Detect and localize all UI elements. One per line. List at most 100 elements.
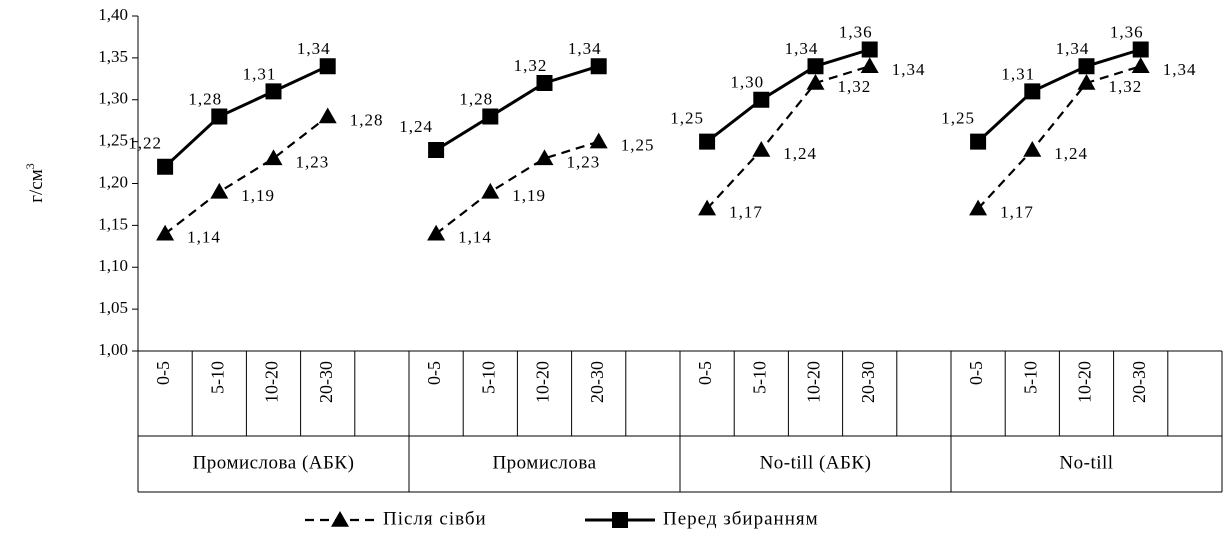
series-line-before-harvest: [977, 48, 1142, 143]
data-label: 1,36: [1110, 22, 1144, 41]
series-line-after-sowing: [164, 115, 329, 235]
square-marker: [970, 133, 987, 150]
group-label: No-till (АБК): [760, 452, 872, 473]
triangle-marker: [1131, 57, 1150, 73]
triangle-marker: [318, 107, 337, 124]
square-marker: [157, 158, 174, 175]
group-label: No-till: [1059, 452, 1113, 473]
y-tick-label: 1,15: [98, 214, 128, 233]
square-marker: [428, 142, 445, 158]
data-label: 1,32: [838, 77, 872, 96]
y-tick-label: 1,25: [98, 131, 128, 150]
data-label: 1,25: [941, 109, 975, 128]
triangle-marker: [264, 149, 283, 166]
depth-tick-label: 10-20: [262, 361, 282, 403]
data-label: 1,25: [621, 136, 655, 155]
data-label: 1,34: [1163, 60, 1197, 79]
depth-tick-label: 20-30: [1129, 361, 1149, 403]
y-axis-title-superscript: 3: [23, 163, 37, 169]
series-line-before-harvest: [706, 48, 871, 143]
triangle-marker: [481, 182, 500, 199]
depth-tick-label: 5-10: [749, 361, 769, 394]
series-line-before-harvest: [164, 64, 329, 168]
triangle-marker: [969, 199, 988, 216]
y-tick-label: 1,30: [98, 89, 128, 108]
square-marker: [753, 91, 770, 108]
data-label: 1,28: [188, 89, 222, 108]
depth-tick-label: 5-10: [1020, 361, 1040, 394]
depth-tick-label: 5-10: [207, 361, 227, 394]
legend-label-before-harvest: Перед збиранням: [663, 508, 819, 529]
triangle-marker: [860, 57, 879, 73]
legend: Після сівби Перед збиранням: [305, 508, 819, 529]
square-marker: [612, 512, 628, 528]
data-label: 1,17: [1000, 203, 1034, 222]
data-label: 1,32: [514, 56, 548, 75]
data-label: 1,24: [783, 144, 817, 163]
triangle-marker: [589, 132, 608, 149]
group-label: Промислова (АБК): [193, 452, 355, 473]
y-tick-label: 1,05: [98, 298, 128, 317]
triangle-marker: [210, 182, 229, 199]
data-label: 1,36: [839, 22, 873, 41]
y-tick-label: 1,20: [98, 172, 128, 191]
depth-tick-label: 20-30: [587, 361, 607, 403]
square-marker: [265, 83, 282, 100]
series-line-before-harvest: [435, 64, 600, 152]
data-label: 1,23: [296, 152, 330, 171]
square-marker: [807, 58, 824, 75]
depth-tick-label: 0-5: [695, 361, 715, 385]
data-label: 1,14: [458, 228, 492, 247]
depth-tick-label: 5-10: [478, 361, 498, 394]
data-label: 1,19: [512, 186, 546, 205]
square-marker: [211, 108, 228, 125]
square-marker: [861, 41, 878, 58]
data-label: 1,31: [243, 64, 277, 83]
legend-label-after-sowing: Після сівби: [383, 508, 487, 529]
y-tick-label: 1,10: [98, 256, 128, 275]
triangle-marker: [331, 511, 349, 527]
data-label: 1,17: [729, 203, 763, 222]
data-label: 1,25: [670, 109, 704, 128]
triangle-marker: [752, 141, 771, 157]
triangle-marker: [156, 224, 175, 241]
group-label: Промислова: [492, 452, 596, 473]
data-label: 1,31: [1001, 64, 1035, 83]
data-label: 1,22: [128, 134, 162, 153]
data-label: 1,34: [892, 60, 926, 79]
data-label: 1,34: [297, 39, 331, 58]
data-label: 1,34: [568, 39, 602, 58]
depth-tick-label: 10-20: [1075, 361, 1095, 403]
square-marker: [590, 58, 607, 75]
triangle-marker: [535, 149, 554, 166]
data-label: 1,19: [241, 186, 275, 205]
depth-tick-label: 20-30: [316, 361, 336, 403]
depth-tick-label: 0-5: [966, 361, 986, 385]
depth-tick-label: 0-5: [424, 361, 444, 385]
data-label: 1,28: [350, 110, 384, 129]
y-axis-title-main: г/см: [26, 169, 47, 203]
series-line-after-sowing: [706, 65, 871, 210]
y-axis-title-text: г/см3: [23, 163, 48, 203]
square-marker: [482, 108, 499, 125]
axes-layer: 1,00 1,05 1,10 1,15 1,20 1,25 1,30 1,35 1,40 0-5 5…: [98, 5, 1223, 493]
series-layer: [156, 41, 1150, 241]
depth-tick-label: 10-20: [533, 361, 553, 403]
data-label: 1,34: [1056, 39, 1090, 58]
square-marker: [319, 58, 336, 75]
y-axis-title: г/см3: [23, 163, 48, 203]
series-line-after-sowing: [435, 140, 600, 235]
triangle-marker: [1077, 74, 1096, 90]
data-label: 1,23: [567, 152, 601, 171]
depth-tick-label: 10-20: [804, 361, 824, 403]
triangle-marker: [698, 199, 717, 216]
triangle-marker: [806, 74, 825, 90]
y-tick-label: 1,00: [98, 340, 128, 359]
square-marker: [1078, 58, 1095, 75]
data-label: 1,24: [1054, 144, 1088, 163]
data-label: 1,32: [1109, 77, 1143, 96]
data-label: 1,30: [730, 73, 764, 92]
data-labels-layer: 1,14 1,19 1,23 1,28 1,22 1,28 1,31 1,34 1,14 1,19…: [128, 22, 1197, 247]
y-tick-label: 1,35: [98, 47, 128, 66]
